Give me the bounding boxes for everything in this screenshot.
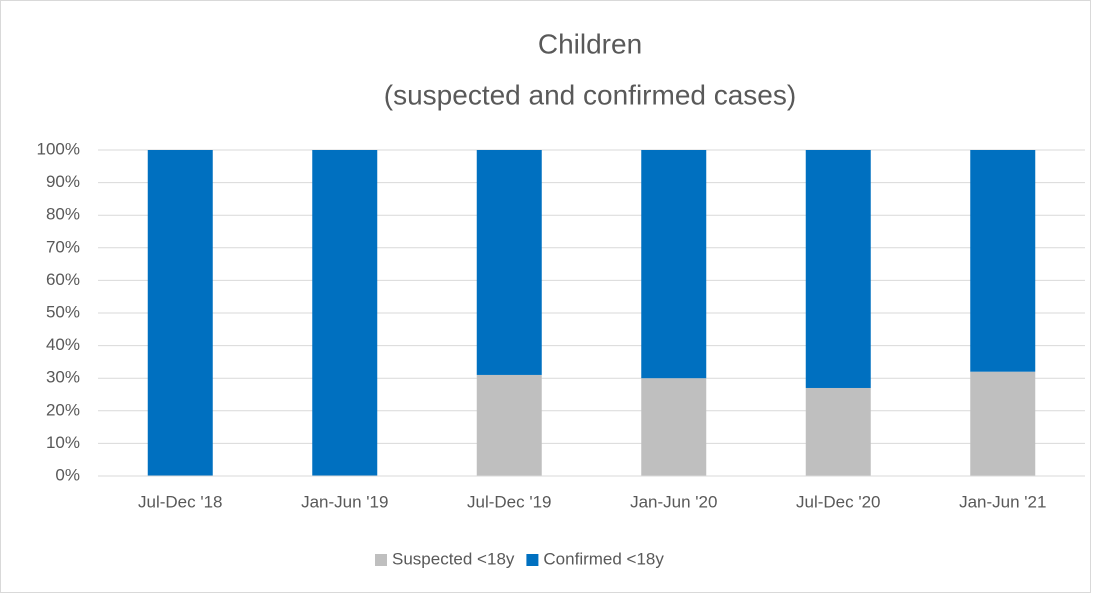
bar-segment bbox=[312, 150, 378, 476]
bar-segment bbox=[970, 371, 1036, 476]
x-tick-label: Jan-Jun '21 bbox=[959, 492, 1046, 511]
x-tick-label: Jul-Dec '18 bbox=[138, 492, 223, 511]
x-tick-label: Jan-Jun '20 bbox=[630, 492, 717, 511]
legend-label: Confirmed <18y bbox=[543, 549, 664, 568]
bar-segment bbox=[805, 387, 871, 476]
x-tick-label: Jul-Dec '19 bbox=[467, 492, 552, 511]
chart-subtitle: (suspected and confirmed cases) bbox=[384, 79, 796, 110]
bar-segment bbox=[641, 378, 707, 476]
y-tick-label: 60% bbox=[46, 270, 80, 289]
y-tick-label: 100% bbox=[37, 139, 80, 158]
x-tick-label: Jan-Jun '19 bbox=[301, 492, 388, 511]
y-tick-label: 20% bbox=[46, 400, 80, 419]
bar-segment bbox=[147, 150, 213, 476]
y-tick-label: 50% bbox=[46, 302, 80, 321]
x-tick-label: Jul-Dec '20 bbox=[796, 492, 881, 511]
legend-swatch bbox=[526, 554, 539, 566]
y-tick-label: 70% bbox=[46, 237, 80, 256]
bar-segment bbox=[476, 150, 542, 375]
legend-label: Suspected <18y bbox=[392, 549, 515, 568]
chart-title: Children bbox=[538, 28, 642, 59]
bar-segment bbox=[476, 374, 542, 476]
y-tick-label: 30% bbox=[46, 368, 80, 387]
y-tick-label: 90% bbox=[46, 172, 80, 191]
y-tick-label: 10% bbox=[46, 433, 80, 452]
bar-segment bbox=[970, 150, 1036, 372]
bar-segment bbox=[641, 150, 707, 379]
y-tick-label: 0% bbox=[55, 465, 80, 484]
legend-swatch bbox=[375, 554, 387, 566]
bar-segment bbox=[805, 150, 871, 388]
y-tick-label: 80% bbox=[46, 205, 80, 224]
y-tick-label: 40% bbox=[46, 335, 80, 354]
